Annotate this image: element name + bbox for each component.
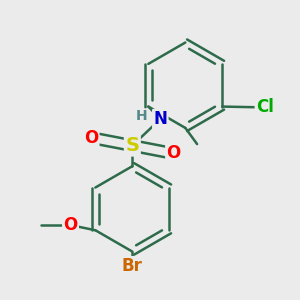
Text: Br: Br <box>122 257 143 275</box>
Text: Cl: Cl <box>256 98 274 116</box>
Text: O: O <box>167 144 181 162</box>
Text: H: H <box>135 109 147 123</box>
Text: O: O <box>84 129 98 147</box>
Text: S: S <box>125 136 139 155</box>
Text: N: N <box>153 110 167 128</box>
Text: O: O <box>63 216 78 234</box>
